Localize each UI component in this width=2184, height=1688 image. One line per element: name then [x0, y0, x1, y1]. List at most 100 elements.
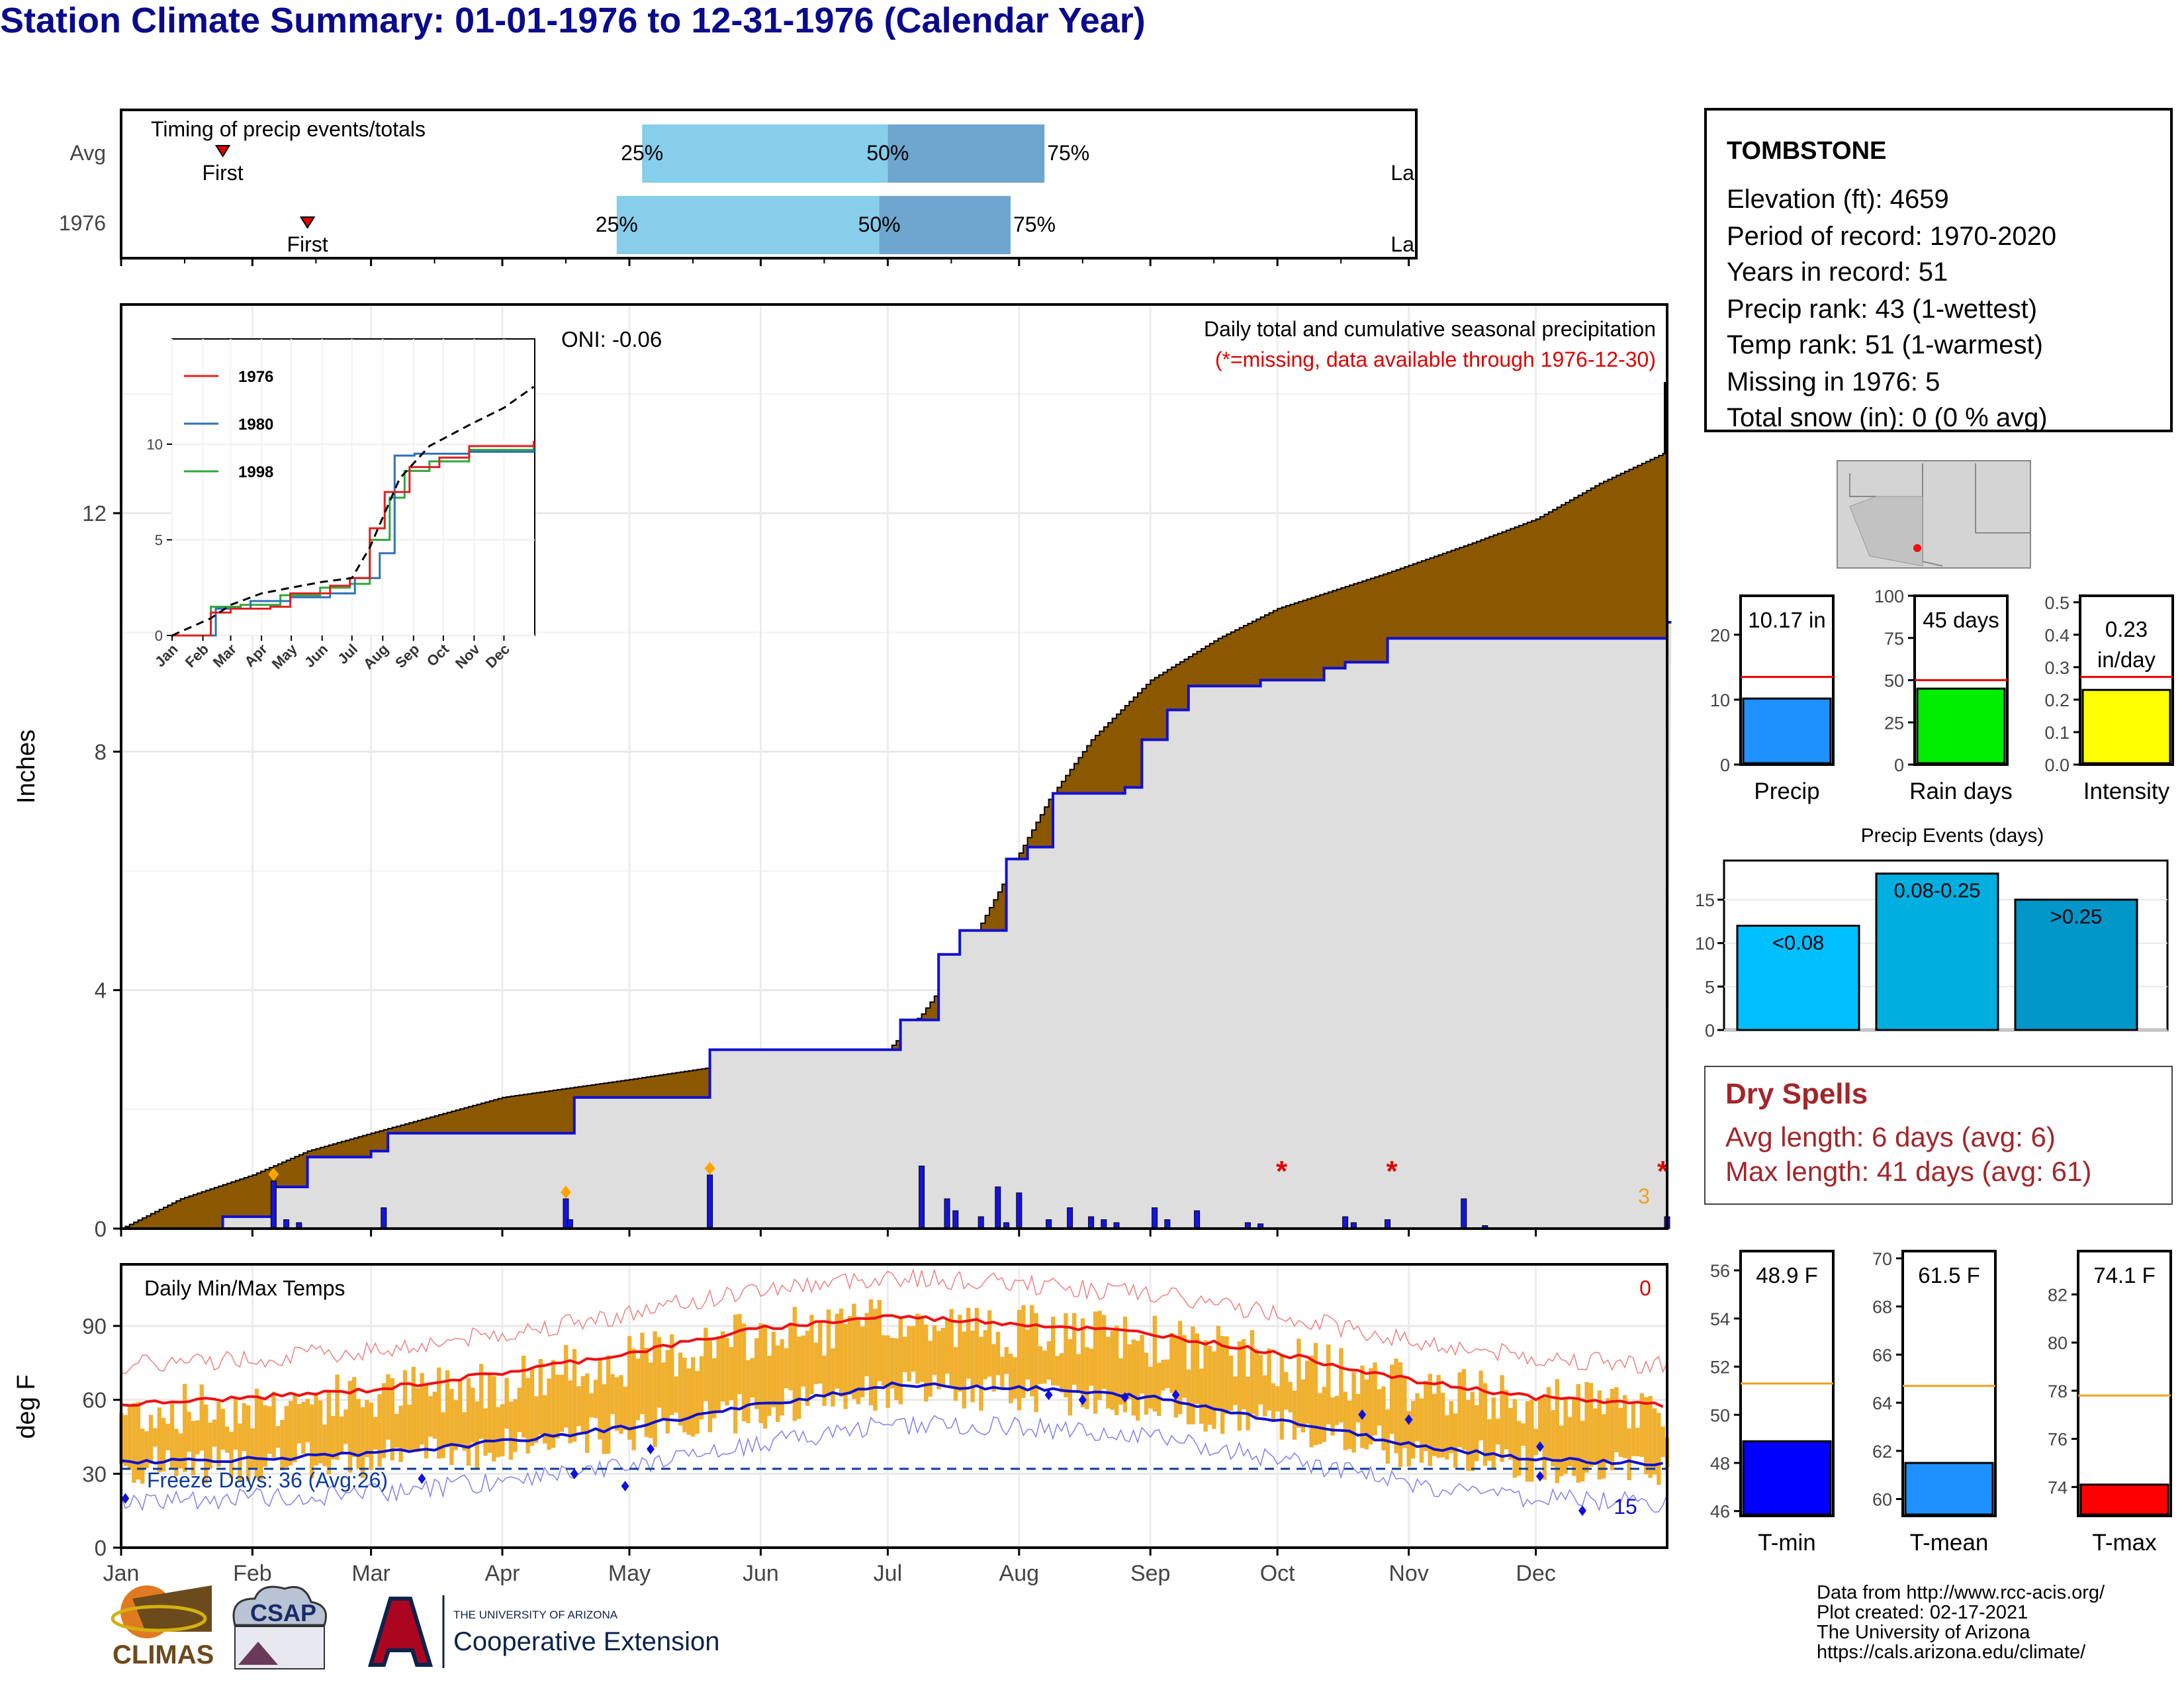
daily-temp-range-bar: [267, 1406, 272, 1454]
station-snow: Total snow (in): 0 (0 % avg): [1727, 403, 2048, 432]
daily-temp-range-bar: [644, 1348, 649, 1437]
last-label: La: [1390, 232, 1414, 256]
station-years: Years in record: 51: [1727, 258, 1948, 287]
daily-temp-range-bar: [1263, 1375, 1267, 1417]
daily-temp-range-bar: [835, 1313, 839, 1389]
daily-temp-range-bar: [1652, 1408, 1657, 1475]
summary-value-rain_days: 45 days: [1923, 608, 1999, 632]
missing-count: 3: [1638, 1184, 1650, 1208]
temp-y-axis: 0 30 60 90: [82, 1314, 121, 1560]
daily-temp-range-bar: [640, 1333, 645, 1415]
daily-temp-range-bar: [1025, 1329, 1030, 1380]
temp-summary-label-tmin: T-min: [1758, 1530, 1816, 1556]
daily-temp-range-bar: [1567, 1417, 1572, 1467]
large-event-diamond-icon: [561, 1185, 571, 1199]
inset-frame: [171, 338, 535, 636]
daily-temp-range-bar: [729, 1346, 733, 1400]
daily-temp-range-bar: [1580, 1421, 1585, 1481]
summary-label-precip: Precip: [1754, 778, 1819, 804]
daily-temp-range-bar: [771, 1331, 776, 1407]
daily-temp-range-bar: [627, 1336, 632, 1440]
oni-label: ONI: -0.06: [561, 327, 662, 352]
daily-temp-range-bar: [296, 1404, 302, 1444]
daily-temp-range-bar: [1402, 1378, 1407, 1448]
daily-temp-range-bar: [1169, 1333, 1174, 1393]
daily-temp-range-bar: [271, 1391, 276, 1458]
temp-summary-ytick-label: 60: [1872, 1490, 1892, 1510]
timing-row-avg-label: Avg: [69, 141, 106, 165]
daily-temp-range-bar: [1115, 1325, 1119, 1415]
daily-temp-range-bar: [1178, 1321, 1183, 1415]
daily-precip-bar: [919, 1165, 925, 1229]
daily-temp-range-bar: [1385, 1409, 1390, 1464]
daily-temp-range-bar: [1076, 1354, 1081, 1393]
daily-precip-bar: [1194, 1210, 1201, 1229]
temp-count-bottom: 15: [1614, 1495, 1637, 1519]
daily-temp-range-bar: [712, 1358, 717, 1419]
daily-temp-range-bar: [1538, 1399, 1543, 1448]
daily-temp-range-bar: [322, 1425, 327, 1466]
temp-range-bars: [119, 1299, 1670, 1485]
daily-temp-range-bar: [610, 1374, 615, 1415]
daily-temp-range-bar: [1246, 1376, 1250, 1430]
timing-p75-label: 75%: [1047, 141, 1089, 165]
university-arizona-logo: THE UNIVERSITY OF ARIZONA Cooperative Ex…: [367, 1595, 719, 1668]
daily-precip-bar: [944, 1198, 950, 1229]
daily-temp-range-bar: [704, 1327, 708, 1401]
daily-temp-range-bar: [432, 1391, 437, 1439]
dry-spells-max: Max length: 41 days (avg: 61): [1725, 1156, 2092, 1187]
daily-temp-range-bar: [1606, 1397, 1610, 1464]
daily-temp-range-bar: [1203, 1340, 1208, 1432]
daily-temp-range-bar: [1186, 1370, 1191, 1425]
record-low-diamond-icon: [1536, 1471, 1544, 1482]
daily-temp-range-bar: [670, 1334, 674, 1415]
daily-temp-range-bar: [339, 1416, 344, 1454]
daily-temp-range-bar: [216, 1401, 221, 1467]
daily-temp-range-bar: [631, 1348, 636, 1450]
daily-temp-range-bar: [1627, 1428, 1631, 1481]
precip-ytick-label: 0: [95, 1217, 107, 1241]
daily-precip-bar: [1067, 1207, 1073, 1229]
daily-temp-range-bar: [987, 1310, 992, 1377]
summary-ytick-label: 0: [1720, 755, 1730, 775]
avg-tmin-line: [120, 1381, 1664, 1467]
inset-month-label: Jul: [334, 641, 361, 667]
daily-temp-range-bar: [1491, 1397, 1496, 1468]
daily-temp-range-bar: [1297, 1338, 1301, 1428]
daily-temp-range-bar: [1258, 1354, 1263, 1405]
daily-temp-range-bar: [1106, 1336, 1111, 1409]
daily-temp-range-bar: [1267, 1348, 1271, 1411]
summary-bar-precip: [1742, 697, 1832, 765]
daily-temp-range-bar: [360, 1407, 365, 1478]
station-elevation: Elevation (ft): 4659: [1727, 185, 1949, 214]
daily-temp-range-bar: [1419, 1398, 1424, 1463]
daily-temp-range-bar: [970, 1330, 975, 1403]
daily-temp-range-bar: [310, 1404, 314, 1479]
daily-temp-range-bar: [1199, 1368, 1204, 1424]
daily-temp-range-bar: [394, 1413, 399, 1448]
temp-summary-ytick-label: 68: [1872, 1297, 1892, 1317]
daily-temp-range-bar: [707, 1338, 712, 1432]
daily-temp-range-bar: [945, 1319, 950, 1374]
daily-temp-range-bar: [716, 1336, 721, 1411]
month-label: Apr: [485, 1561, 520, 1586]
daily-temp-range-bar: [657, 1336, 662, 1408]
daily-temp-range-bar: [458, 1381, 463, 1444]
daily-precip-bar: [1342, 1216, 1349, 1229]
daily-temp-range-bar: [284, 1405, 289, 1468]
page-title: Station Climate Summary: 01-01-1976 to 1…: [0, 1, 1146, 40]
daily-precip-bar: [1385, 1219, 1391, 1229]
daily-temp-range-bar: [1657, 1413, 1661, 1485]
daily-temp-range-bar: [1559, 1425, 1564, 1477]
inset-legend-label: 1976: [238, 368, 273, 386]
daily-temp-range-bar: [555, 1374, 560, 1438]
daily-temp-range-bar: [1313, 1342, 1318, 1446]
daily-temp-range-bar: [1381, 1386, 1386, 1451]
daily-temp-range-bar: [1030, 1305, 1034, 1397]
summary-ytick-label: 50: [1884, 671, 1904, 691]
temp-summary-bars: 48.9 F 46 48 50 52 54 56 T-min 61.5 F 60 62 64 66 68 7…: [1710, 1249, 2172, 1556]
climas-logo: CLIMAS: [111, 1585, 214, 1669]
daily-temp-range-bar: [1428, 1374, 1432, 1466]
daily-temp-range-bar: [1207, 1345, 1212, 1425]
first-marker-icon: [214, 145, 231, 158]
